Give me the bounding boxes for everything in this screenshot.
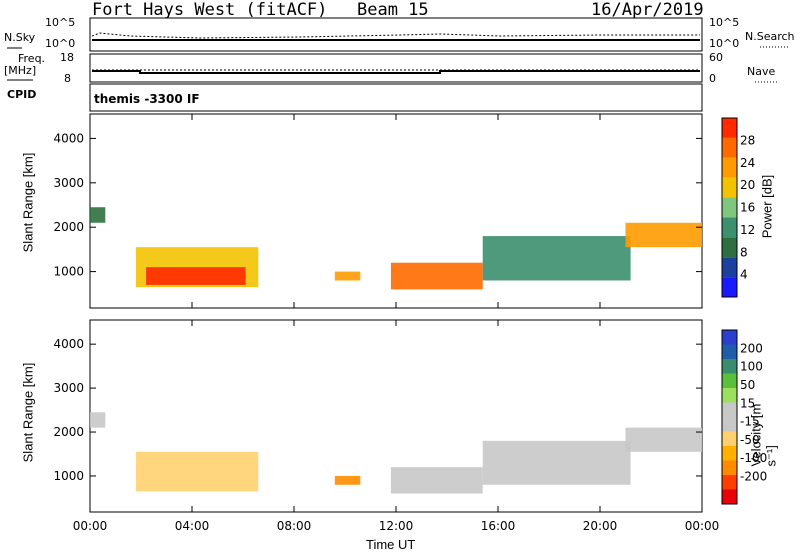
velocity-colorbar-label: Velocity [m s⁻¹] bbox=[748, 403, 779, 467]
power-colorbar-tick-label: 20 bbox=[740, 178, 755, 192]
velocity-ylabel: Slant Range [km] bbox=[20, 362, 36, 463]
xtick-label: 00:00 bbox=[685, 519, 720, 533]
velocity-colorbar-tick-label: 15 bbox=[740, 396, 755, 410]
freq-unit-label: [MHz] bbox=[4, 64, 37, 77]
power-colorbar-cell bbox=[722, 197, 737, 218]
power-colorbar-cell bbox=[722, 118, 737, 138]
freq-panel-frame bbox=[89, 53, 703, 83]
date-label: 16/Apr/2019 bbox=[591, 0, 704, 20]
velocity-scatter-region bbox=[625, 427, 702, 452]
freq-tick-bottom: 8 bbox=[64, 72, 71, 85]
nave-tick-bottom: 0 bbox=[709, 72, 716, 85]
velocity-colorbar-cell bbox=[722, 460, 737, 475]
nsky-tick-bottom: 10^0 bbox=[45, 37, 76, 50]
velocity-scatter-region bbox=[390, 467, 483, 494]
velocity-colorbar-tick-label: -200 bbox=[740, 470, 767, 484]
velocity-colorbar-cell bbox=[722, 417, 737, 432]
power-scatter-region bbox=[334, 271, 361, 281]
velocity-colorbar-frame bbox=[721, 329, 738, 505]
xtick-label: 00:00 bbox=[73, 519, 108, 533]
nsearch-tick-bottom: 10^0 bbox=[709, 37, 740, 50]
power-scatter-region bbox=[390, 262, 483, 290]
velocity-colorbar-cell bbox=[722, 373, 737, 388]
power-colorbar-cell bbox=[722, 157, 737, 178]
power-colorbar-cell bbox=[722, 277, 737, 297]
cpid-label: CPID bbox=[7, 88, 37, 101]
velocity-ytick-label: 3000 bbox=[53, 381, 84, 395]
velocity-scatter-region bbox=[90, 412, 106, 428]
velocity-scatter-region bbox=[135, 451, 259, 492]
power-colorbar-cell bbox=[722, 217, 737, 238]
power-ytick-label: 1000 bbox=[53, 265, 84, 279]
velocity-ytick-label: 1000 bbox=[53, 469, 84, 483]
velocity-colorbar-cell bbox=[722, 475, 737, 490]
power-colorbar-tick-label: 16 bbox=[740, 201, 755, 215]
power-scatter-region bbox=[482, 236, 631, 281]
power-ytick-label: 3000 bbox=[53, 176, 84, 190]
nsearch-tick-top: 10^5 bbox=[709, 16, 740, 29]
cpid-text: themis -3300 IF bbox=[94, 92, 200, 106]
cpid-panel-frame bbox=[89, 83, 703, 112]
velocity-colorbar-tick-label: -15 bbox=[740, 415, 760, 429]
power-colorbar-cell bbox=[722, 177, 737, 198]
velocity-colorbar-cell bbox=[722, 359, 737, 374]
velocity-colorbar-tick-label: 100 bbox=[740, 360, 763, 374]
power-colorbar-tick-label: 4 bbox=[740, 268, 748, 282]
power-ytick-label: 2000 bbox=[53, 220, 84, 234]
nave-label: Nave bbox=[747, 65, 776, 78]
power-colorbar-tick-label: 12 bbox=[740, 223, 755, 237]
xtick-label: 04:00 bbox=[175, 519, 210, 533]
radar-title: Fort Hays West (fitACF) bbox=[92, 0, 328, 20]
nsearch-label: N.Search bbox=[745, 30, 795, 43]
xtick-label: 08:00 bbox=[277, 519, 312, 533]
velocity-ytick-label: 2000 bbox=[53, 425, 84, 439]
beam-label: Beam 15 bbox=[357, 0, 429, 20]
velocity-colorbar-cell bbox=[722, 489, 737, 504]
nsearch-trace bbox=[91, 32, 700, 39]
velocity-colorbar-cell bbox=[722, 344, 737, 359]
velocity-colorbar-tick-label: -50 bbox=[740, 433, 760, 447]
velocity-scatter-region bbox=[334, 475, 361, 485]
power-colorbar-cell bbox=[722, 257, 737, 278]
power-scatter-region bbox=[146, 267, 246, 285]
xtick-label: 16:00 bbox=[481, 519, 516, 533]
xtick-label: 12:00 bbox=[379, 519, 414, 533]
velocity-colorbar-tick-label: 200 bbox=[740, 341, 763, 355]
power-colorbar-label: Power [dB] bbox=[759, 174, 775, 239]
power-colorbar-cell bbox=[722, 137, 737, 158]
power-ylabel: Slant Range [km] bbox=[20, 152, 36, 253]
velocity-scatter-region bbox=[482, 440, 631, 485]
power-colorbar-tick-label: 24 bbox=[740, 156, 755, 170]
velocity-colorbar-cell bbox=[722, 388, 737, 403]
velocity-colorbar-cell bbox=[722, 330, 737, 345]
velocity-ytick-label: 4000 bbox=[53, 337, 84, 351]
nsky-panel-frame bbox=[89, 17, 703, 52]
freq-tick-top: 18 bbox=[60, 51, 74, 64]
velocity-colorbar-cell bbox=[722, 446, 737, 461]
freq-label: Freq. bbox=[18, 52, 46, 65]
xtick-label: 20:00 bbox=[583, 519, 618, 533]
freq-trace bbox=[92, 70, 700, 74]
power-scatter-region bbox=[90, 207, 106, 223]
velocity-colorbar-cell bbox=[722, 402, 737, 417]
xlabel: Time UT bbox=[366, 537, 416, 552]
power-scatter-region bbox=[625, 222, 702, 248]
velocity-colorbar-cell bbox=[722, 431, 737, 446]
power-colorbar-cell bbox=[722, 237, 737, 258]
velocity-colorbar-tick-label: 50 bbox=[740, 378, 755, 392]
nave-tick-top: 60 bbox=[709, 51, 723, 64]
nsky-label: N.Sky bbox=[4, 31, 36, 44]
power-colorbar-tick-label: 28 bbox=[740, 133, 755, 147]
power-colorbar-tick-label: 8 bbox=[740, 245, 748, 259]
velocity-colorbar-tick-label: -100 bbox=[740, 451, 767, 465]
nsky-tick-top: 10^5 bbox=[45, 16, 76, 29]
power-ytick-label: 4000 bbox=[53, 131, 84, 145]
power-colorbar-frame bbox=[721, 117, 738, 298]
